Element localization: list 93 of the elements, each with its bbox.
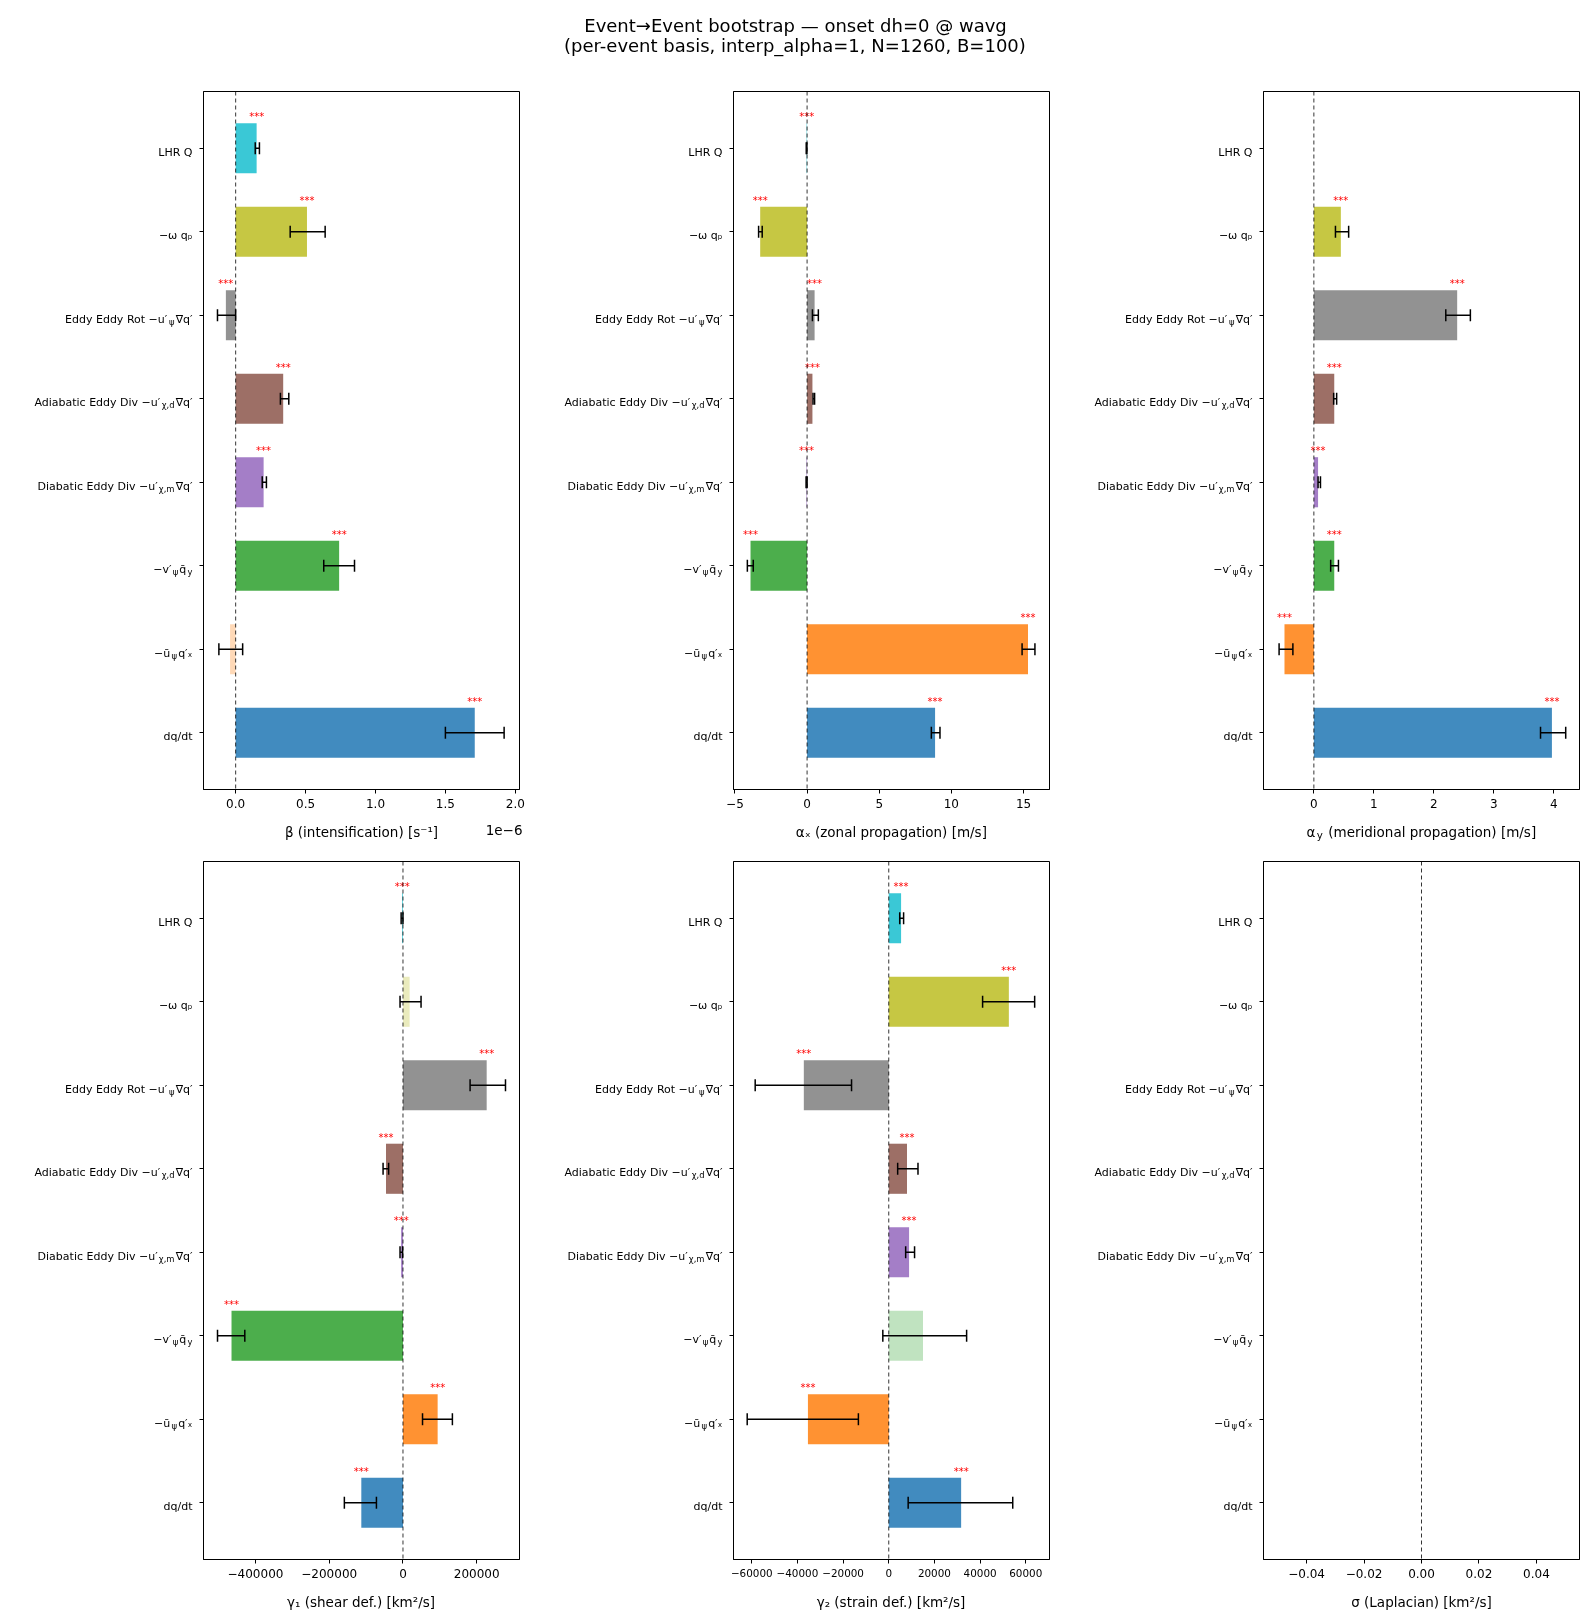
x-tick-label: 0.0: [226, 796, 246, 811]
data-label: ***: [927, 695, 943, 707]
chart-subtitle: (per-event basis, interp_alpha=1, N=1260, B=100): [564, 35, 1026, 58]
y-tick-label: −ω qₚ: [1218, 999, 1253, 1013]
data-label: ***: [1326, 361, 1342, 373]
data-label: ***: [901, 1215, 917, 1227]
x-tick-label: −400000: [227, 1566, 284, 1581]
data-label: ***: [299, 194, 315, 206]
x-tick-label: 10: [943, 796, 960, 811]
data-label: ***: [430, 1382, 446, 1394]
y-tick-label: dq/dt: [163, 730, 194, 744]
y-tick-label: LHR Q: [688, 915, 723, 929]
data-label: ***: [807, 278, 823, 290]
y-tick-label: −ω qₚ: [688, 999, 723, 1013]
x-tick-label: −20000: [822, 1566, 864, 1579]
x-axis-title: σ (Laplacian) [km²/s]: [1351, 1594, 1492, 1611]
y-tick-label: LHR Q: [158, 145, 193, 159]
data-label: ***: [752, 194, 768, 206]
y-tick-label: dq/dt: [693, 1500, 724, 1514]
y-tick-label: dq/dt: [1223, 1500, 1254, 1514]
x-tick-label: 1.5: [435, 796, 455, 811]
data-label: ***: [353, 1465, 369, 1477]
y-tick-label: LHR Q: [1218, 915, 1253, 929]
data-label: ***: [479, 1048, 495, 1060]
y-tick-label: LHR Q: [1218, 145, 1253, 159]
data-label: ***: [893, 881, 909, 893]
y-tick-label: dq/dt: [163, 1500, 194, 1514]
data-label: ***: [899, 1131, 915, 1143]
x-tick-label: −200000: [301, 1566, 358, 1581]
x-tick-label: 0.5: [296, 796, 316, 811]
x-tick-label: 2.0: [505, 796, 525, 811]
x-axis-title: β (intensification) [s⁻¹]: [284, 824, 439, 841]
data-label: ***: [1276, 612, 1292, 624]
x-tick-label: 60000: [1009, 1566, 1043, 1579]
data-label: ***: [804, 361, 820, 373]
data-label: ***: [393, 1215, 409, 1227]
data-label: ***: [1310, 445, 1326, 457]
data-label: ***: [1001, 964, 1017, 976]
data-label: ***: [249, 111, 265, 123]
x-tick-label: 0: [1310, 796, 1318, 811]
x-tick-label: 20000: [917, 1566, 951, 1579]
y-tick-label: LHR Q: [688, 145, 723, 159]
x-tick-label: 2: [1429, 796, 1438, 811]
data-label: ***: [799, 445, 815, 457]
x-tick-label: 0.04: [1523, 1566, 1550, 1581]
x-tick-label: 1: [1370, 796, 1378, 811]
data-label: ***: [467, 695, 483, 707]
x-tick-label: −5: [726, 796, 744, 811]
data-label: ***: [331, 528, 347, 540]
data-label: ***: [799, 111, 815, 123]
data-label: ***: [1544, 695, 1560, 707]
x-axis-title: γ₁ (shear def.) [km²/s]: [287, 1594, 435, 1611]
data-label: ***: [800, 1382, 816, 1394]
x-tick-label: −0.02: [1345, 1566, 1383, 1581]
chart-title: Event→Event bootstrap — onset dh=0 @ wavg: [584, 15, 1007, 37]
data-label: ***: [743, 528, 759, 540]
data-label: ***: [256, 445, 272, 457]
data-label: ***: [1449, 278, 1465, 290]
data-label: ***: [378, 1131, 394, 1143]
x-tick-label: −40000: [776, 1566, 819, 1579]
x-tick-label: 0: [885, 1566, 893, 1579]
x-axis-title: αₓ (zonal propagation) [m/s]: [795, 824, 987, 841]
y-tick-label: dq/dt: [1223, 730, 1254, 744]
data-label: ***: [953, 1465, 969, 1477]
y-tick-label: −ω qₚ: [158, 999, 193, 1013]
text: 1e−6: [485, 822, 523, 839]
data-label: ***: [394, 881, 410, 893]
x-tick-label: 0: [399, 1566, 407, 1581]
x-tick-label: −0.04: [1288, 1566, 1325, 1581]
x-tick-label: 15: [1015, 796, 1032, 811]
data-label: ***: [275, 361, 291, 373]
x-tick-label: −60000: [730, 1566, 773, 1579]
x-tick-label: 200000: [453, 1566, 500, 1581]
x-tick-label: 3: [1489, 796, 1498, 811]
x-tick-label: 0.02: [1465, 1566, 1493, 1581]
data-label: ***: [796, 1048, 812, 1060]
x-axis-title: γ₂ (strain def.) [km²/s]: [816, 1594, 966, 1611]
x-tick-label: 4: [1549, 796, 1558, 811]
y-tick-label: −ω qₚ: [1218, 229, 1253, 243]
x-tick-label: 40000: [963, 1566, 997, 1579]
data-label: ***: [1020, 612, 1036, 624]
x-tick-label: 0.00: [1408, 1566, 1435, 1581]
x-tick-label: 0: [803, 796, 811, 811]
x-tick-label: 1.0: [365, 796, 386, 811]
y-tick-label: −ω qₚ: [688, 229, 723, 243]
data-label: ***: [1326, 528, 1342, 540]
y-tick-label: dq/dt: [693, 730, 724, 744]
x-tick-label: 5: [875, 796, 884, 811]
data-label: ***: [1333, 194, 1349, 206]
y-tick-label: −ω qₚ: [158, 229, 193, 243]
data-label: ***: [224, 1298, 240, 1310]
data-label: ***: [218, 278, 234, 290]
y-tick-label: LHR Q: [158, 915, 193, 929]
